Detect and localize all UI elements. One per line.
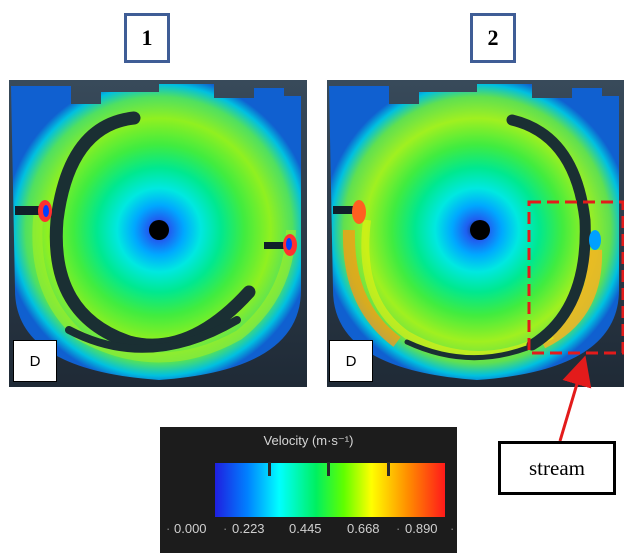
legend-tick-label: 0.000: [174, 521, 207, 536]
panel-1-corner-label: D: [13, 340, 57, 382]
velocity-field-panel-1: [9, 80, 307, 387]
legend-tick-label: 0.223: [232, 521, 265, 536]
legend-title: Velocity (m·s⁻¹): [263, 433, 354, 448]
stream-highlight-box: [527, 200, 624, 355]
legend-tick-mark: [268, 462, 271, 476]
panel-1-tag: 1: [124, 13, 170, 63]
panel-2-tag: 2: [470, 13, 516, 63]
panel-2-corner-label: D: [329, 340, 373, 382]
legend-tick-mark: [327, 462, 330, 476]
legend-tick-label: 0.668: [347, 521, 380, 536]
velocity-field-1-graphic: [9, 80, 307, 387]
velocity-field-2-graphic: [327, 80, 624, 387]
legend-tick-label: 0.890: [405, 521, 438, 536]
legend-tick-label: 0.445: [289, 521, 322, 536]
stream-callout: stream: [498, 441, 616, 495]
legend-color-bar: [215, 463, 445, 517]
velocity-field-panel-2: [327, 80, 624, 387]
legend-tick-mark: [387, 462, 390, 476]
velocity-colorbar-legend: Velocity (m·s⁻¹) · 0.000 · 0.223 0.445 0…: [160, 427, 457, 553]
